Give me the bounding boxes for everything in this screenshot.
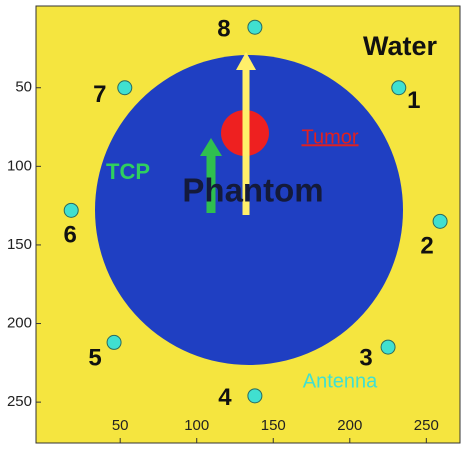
y-tick-label: 250 (7, 393, 32, 410)
y-tick-label: 200 (7, 315, 32, 332)
yellow-arrow-head (236, 52, 256, 70)
antenna-marker (432, 213, 448, 229)
antenna-marker (117, 80, 133, 96)
antenna-number: 1 (407, 87, 420, 114)
antenna-number: 8 (217, 16, 230, 43)
antenna-marker (391, 80, 407, 96)
tumor-label: Tumor (301, 126, 358, 148)
y-tick-label: 50 (15, 79, 32, 96)
x-tick-label: 100 (184, 417, 209, 434)
green-arrow-head (200, 138, 222, 156)
antenna-number: 6 (64, 222, 77, 249)
antenna-label: Antenna (303, 370, 378, 392)
water-label: Water (363, 31, 438, 61)
antenna-marker (247, 388, 263, 404)
x-tick-label: 250 (414, 417, 439, 434)
tcp-label: TCP (106, 159, 150, 184)
antenna-marker (247, 19, 263, 35)
antenna-number: 3 (359, 344, 372, 371)
antenna-number: 4 (218, 384, 232, 411)
x-tick-label: 200 (337, 417, 362, 434)
phantom-label: Phantom (182, 172, 323, 209)
y-tick-label: 150 (7, 236, 32, 253)
antenna-number: 2 (420, 233, 433, 260)
antenna-number: 5 (88, 345, 101, 372)
antenna-marker (380, 339, 396, 355)
x-tick-label: 150 (261, 417, 286, 434)
antenna-marker (63, 202, 79, 218)
antenna-number: 7 (93, 81, 106, 108)
y-tick-label: 100 (7, 157, 32, 174)
antenna-marker (106, 334, 122, 350)
x-tick-label: 50 (112, 417, 129, 434)
